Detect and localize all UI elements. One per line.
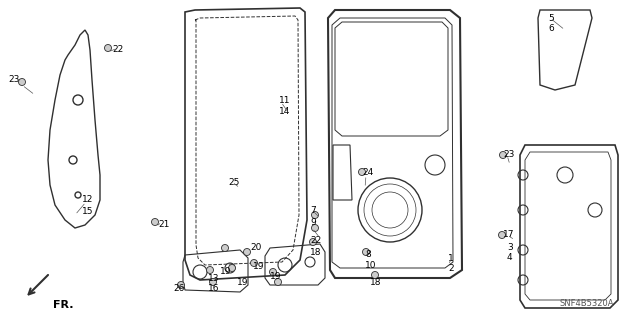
Text: 18: 18 [370,278,381,287]
Circle shape [250,259,257,266]
Text: 1: 1 [448,254,454,263]
Text: 25: 25 [228,178,239,187]
Text: 3: 3 [507,243,513,252]
Text: 15: 15 [82,207,93,216]
Text: 20: 20 [250,243,261,252]
Text: 19: 19 [237,278,248,287]
Circle shape [19,78,26,85]
Circle shape [104,44,111,51]
Circle shape [228,264,236,271]
Circle shape [310,239,317,246]
Text: 21: 21 [158,220,170,229]
Circle shape [221,244,228,251]
Circle shape [152,219,159,226]
Text: 6: 6 [548,24,554,33]
Circle shape [243,249,250,256]
Text: 17: 17 [503,230,515,239]
Text: 19: 19 [220,267,232,276]
Text: 2: 2 [448,264,454,273]
Text: 18: 18 [310,248,321,257]
Circle shape [362,249,369,256]
Text: 26: 26 [173,284,184,293]
Text: 22: 22 [112,45,124,54]
Text: 10: 10 [365,261,376,270]
Circle shape [499,232,506,239]
Text: 22: 22 [310,236,321,245]
Circle shape [269,269,276,276]
Circle shape [177,281,184,288]
Text: 19: 19 [253,262,264,271]
Text: FR.: FR. [53,300,74,310]
Circle shape [371,271,378,278]
Text: SNF4B5320A: SNF4B5320A [560,299,614,308]
Text: 4: 4 [507,253,513,262]
Text: 12: 12 [82,195,93,204]
Text: 23: 23 [8,75,19,84]
Circle shape [312,211,319,219]
Circle shape [499,152,506,159]
Text: 23: 23 [503,150,515,159]
Text: 5: 5 [548,14,554,23]
Text: 9: 9 [310,218,316,227]
Circle shape [209,278,216,286]
Text: 19: 19 [270,272,282,281]
Text: 24: 24 [362,168,373,177]
Text: 11: 11 [279,96,291,105]
Text: 8: 8 [365,250,371,259]
Circle shape [275,278,282,286]
Circle shape [207,266,214,273]
Text: 14: 14 [279,107,291,116]
Circle shape [312,225,319,232]
Circle shape [358,168,365,175]
Text: 13: 13 [208,274,220,283]
Text: 7: 7 [310,206,316,215]
Text: 16: 16 [208,284,220,293]
